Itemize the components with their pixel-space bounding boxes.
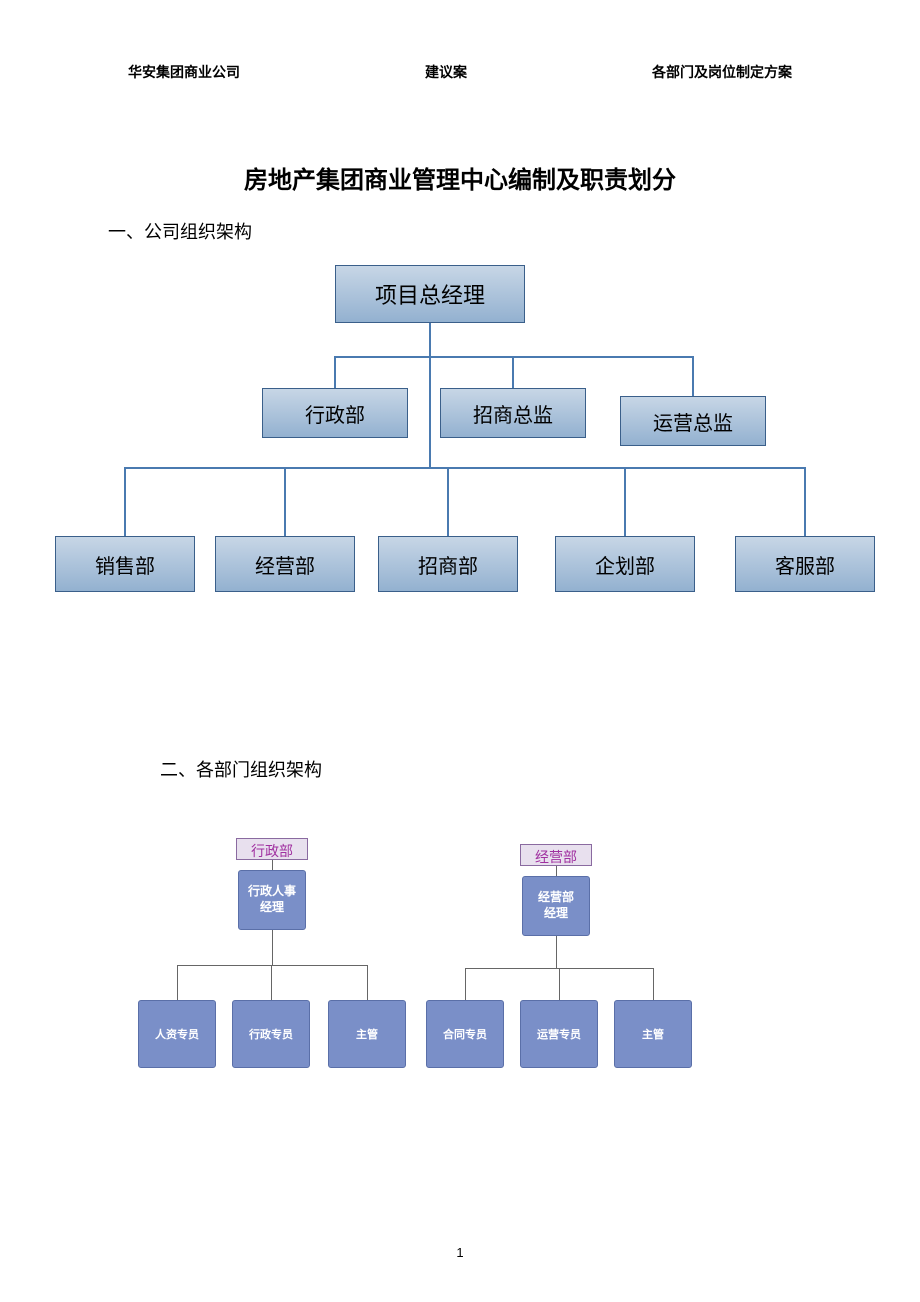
org-node-level3: 客服部 (735, 536, 875, 592)
dept-leaf-label: 合同专员 (443, 1026, 487, 1042)
connector (284, 467, 286, 536)
dept-leaf-label: 主管 (356, 1026, 378, 1042)
dept-manager: 行政人事 经理 (238, 870, 306, 930)
connector (177, 965, 178, 1000)
header-left: 华安集团商业公司 (128, 62, 240, 82)
connector (272, 860, 273, 870)
header-center: 建议案 (425, 62, 467, 82)
org-node-level2: 运营总监 (620, 396, 766, 446)
org-node-level3: 招商部 (378, 536, 518, 592)
section-1-heading: 一、公司组织架构 (108, 218, 252, 244)
dept-leaf-label: 行政专员 (249, 1026, 293, 1042)
org-node-level2: 行政部 (262, 388, 408, 438)
connector (804, 467, 806, 536)
page-header: 华安集团商业公司 建议案 各部门及岗位制定方案 (0, 62, 920, 82)
section-2-heading: 二、各部门组织架构 (160, 756, 322, 782)
connector (447, 467, 449, 536)
connector (125, 467, 805, 469)
connector (556, 936, 557, 968)
org-node-label: 销售部 (95, 550, 155, 579)
org-node-label: 企划部 (595, 550, 655, 579)
connector (177, 965, 367, 966)
connector (465, 968, 466, 1000)
connector (429, 323, 431, 356)
connector (692, 356, 694, 397)
dept-leaf: 运营专员 (520, 1000, 598, 1068)
header-right: 各部门及岗位制定方案 (652, 62, 792, 82)
org-node-level3: 企划部 (555, 536, 695, 592)
org-node-label: 招商总监 (473, 399, 553, 428)
connector (271, 965, 272, 1000)
dept-manager-label: 行政人事 经理 (248, 884, 296, 915)
dept-pill-label: 经营部 (535, 849, 577, 865)
org-node-label: 行政部 (305, 399, 365, 428)
dept-leaf: 合同专员 (426, 1000, 504, 1068)
connector (512, 356, 514, 389)
dept-pill-label: 行政部 (251, 843, 293, 859)
dept-leaf: 人资专员 (138, 1000, 216, 1068)
connector (367, 965, 368, 1000)
connector (624, 467, 626, 536)
connector (429, 356, 431, 468)
dept-manager: 经营部 经理 (522, 876, 590, 936)
connector (335, 356, 693, 358)
connector (556, 866, 557, 876)
dept-leaf-label: 人资专员 (155, 1026, 199, 1042)
page-number: 1 (0, 1245, 920, 1260)
org-node-level3: 经营部 (215, 536, 355, 592)
connector (272, 930, 273, 965)
org-node-level3: 销售部 (55, 536, 195, 592)
connector (124, 467, 126, 536)
dept-leaf: 主管 (614, 1000, 692, 1068)
dept-leaf: 行政专员 (232, 1000, 310, 1068)
org-node-label: 项目总经理 (375, 278, 485, 310)
page-title: 房地产集团商业管理中心编制及职责划分 (0, 160, 920, 195)
dept-leaf: 主管 (328, 1000, 406, 1068)
org-node-level2: 招商总监 (440, 388, 586, 438)
dept-manager-label: 经营部 经理 (538, 890, 574, 921)
connector (334, 356, 336, 389)
dept-pill: 行政部 (236, 838, 308, 860)
dept-pill: 经营部 (520, 844, 592, 866)
org-node-label: 招商部 (418, 550, 478, 579)
dept-leaf-label: 主管 (642, 1026, 664, 1042)
org-node-label: 客服部 (775, 550, 835, 579)
connector (559, 968, 560, 1000)
page: 华安集团商业公司 建议案 各部门及岗位制定方案 房地产集团商业管理中心编制及职责… (0, 0, 920, 1302)
connector (653, 968, 654, 1000)
dept-leaf-label: 运营专员 (537, 1026, 581, 1042)
org-node-root: 项目总经理 (335, 265, 525, 323)
org-node-label: 经营部 (255, 550, 315, 579)
org-node-label: 运营总监 (653, 407, 733, 436)
